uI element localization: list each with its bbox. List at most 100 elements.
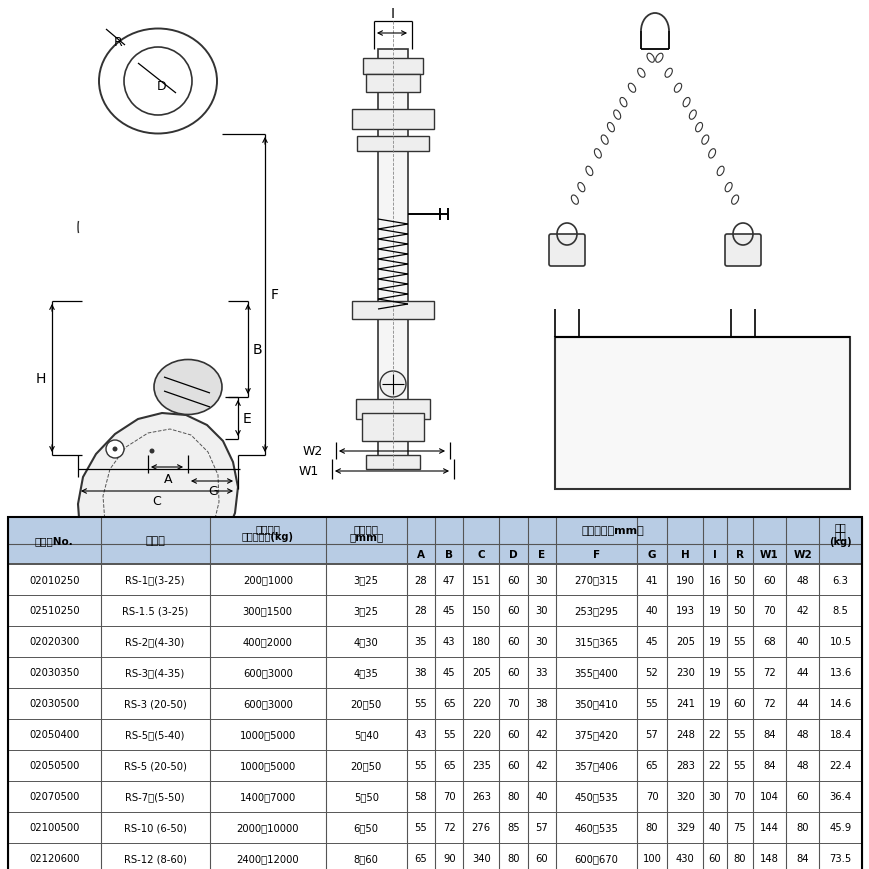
Text: 600～3000: 600～3000	[242, 699, 292, 709]
Text: 70: 70	[762, 606, 775, 616]
Text: RS-2　(4-30): RS-2 (4-30)	[125, 637, 184, 647]
Text: W2: W2	[302, 445, 322, 458]
Text: (kg): (kg)	[828, 536, 851, 546]
Text: 70: 70	[442, 792, 455, 801]
Text: E: E	[242, 412, 251, 426]
Bar	[352, 302, 434, 320]
FancyBboxPatch shape	[724, 235, 760, 267]
Text: 42: 42	[534, 760, 547, 771]
Text: 205: 205	[675, 637, 694, 647]
Text: 19: 19	[707, 699, 720, 709]
Bar	[366, 455, 420, 469]
Text: RS-1.5 (3-25): RS-1.5 (3-25)	[122, 606, 188, 616]
Text: 5～40: 5～40	[354, 730, 378, 740]
Text: 1000～5000: 1000～5000	[239, 760, 295, 771]
Text: I: I	[713, 549, 716, 560]
Polygon shape	[87, 580, 220, 734]
Text: 263: 263	[471, 792, 490, 801]
Text: 241: 241	[675, 699, 694, 709]
Text: 使用荷重: 使用荷重	[255, 524, 280, 534]
Bar	[356, 136, 428, 152]
Text: 35: 35	[414, 637, 427, 647]
Text: E: E	[538, 549, 545, 560]
Bar	[362, 414, 423, 441]
Text: 10.5: 10.5	[828, 637, 851, 647]
Text: 48: 48	[795, 760, 808, 771]
Text: W2: W2	[793, 549, 811, 560]
Text: 4～35: 4～35	[354, 667, 378, 678]
Text: 60: 60	[534, 853, 547, 864]
Text: 84: 84	[762, 760, 775, 771]
Text: 65: 65	[442, 699, 455, 709]
Text: 22.4: 22.4	[828, 760, 851, 771]
Ellipse shape	[154, 360, 222, 415]
Text: 70: 70	[645, 792, 658, 801]
Text: 100: 100	[642, 853, 660, 864]
Text: 30: 30	[535, 606, 547, 616]
Text: 38: 38	[414, 667, 427, 678]
Bar	[377, 50, 408, 469]
Bar	[8, 517, 861, 544]
Circle shape	[106, 441, 124, 459]
Text: 02030350: 02030350	[29, 667, 79, 678]
Text: 43: 43	[442, 637, 455, 647]
Text: 329: 329	[675, 823, 694, 833]
Text: 41: 41	[645, 574, 658, 585]
Text: 72: 72	[762, 699, 775, 709]
Text: 2400～12000: 2400～12000	[236, 853, 299, 864]
Text: C: C	[152, 495, 161, 507]
Text: 57: 57	[645, 730, 658, 740]
Text: 36.4: 36.4	[829, 792, 851, 801]
Polygon shape	[722, 560, 762, 607]
Text: 60: 60	[507, 730, 519, 740]
Text: 144: 144	[760, 823, 778, 833]
Text: 19: 19	[707, 637, 720, 647]
Text: 60: 60	[507, 606, 519, 616]
Text: F: F	[592, 549, 600, 560]
Text: 600～670: 600～670	[574, 853, 618, 864]
Text: 193: 193	[675, 606, 694, 616]
Text: 600～3000: 600～3000	[242, 667, 292, 678]
Text: 55: 55	[414, 699, 427, 709]
Text: 30: 30	[708, 792, 720, 801]
Text: 13.6: 13.6	[828, 667, 851, 678]
Text: 70: 70	[507, 699, 519, 709]
Text: 80: 80	[507, 853, 519, 864]
Text: RS-7　(5-50): RS-7 (5-50)	[125, 792, 184, 801]
Text: 253～295: 253～295	[574, 606, 618, 616]
Text: 8～60: 8～60	[354, 853, 378, 864]
Text: 44: 44	[795, 699, 808, 709]
Text: 45.9: 45.9	[828, 823, 851, 833]
Text: W1: W1	[298, 465, 319, 478]
Text: 47: 47	[442, 574, 455, 585]
Text: 148: 148	[760, 853, 778, 864]
Bar	[8, 544, 861, 564]
Circle shape	[380, 372, 406, 397]
Polygon shape	[115, 567, 192, 581]
Text: G: G	[208, 485, 217, 498]
Text: 60: 60	[762, 574, 775, 585]
Text: 65: 65	[645, 760, 658, 771]
Text: F: F	[270, 288, 279, 302]
Text: 55: 55	[414, 760, 427, 771]
Text: 60: 60	[795, 792, 808, 801]
Bar	[554, 338, 849, 489]
Text: R: R	[114, 36, 123, 49]
Text: W1: W1	[760, 549, 778, 560]
Text: 40: 40	[708, 823, 720, 833]
Text: 55: 55	[733, 667, 746, 678]
Text: 02050400: 02050400	[29, 730, 79, 740]
Text: 20～50: 20～50	[350, 699, 381, 709]
Text: 28: 28	[414, 574, 427, 585]
Text: 製品: 製品	[834, 522, 846, 532]
Text: 104: 104	[760, 792, 778, 801]
Text: 5～50: 5～50	[354, 792, 378, 801]
Text: 有効板厚: 有効板厚	[354, 524, 378, 534]
Text: 30: 30	[535, 574, 547, 585]
Text: 6～50: 6～50	[354, 823, 378, 833]
Text: 72: 72	[762, 667, 775, 678]
Text: 33: 33	[535, 667, 547, 678]
Text: 430: 430	[675, 853, 693, 864]
Text: 02020300: 02020300	[29, 637, 79, 647]
Text: 230: 230	[675, 667, 694, 678]
